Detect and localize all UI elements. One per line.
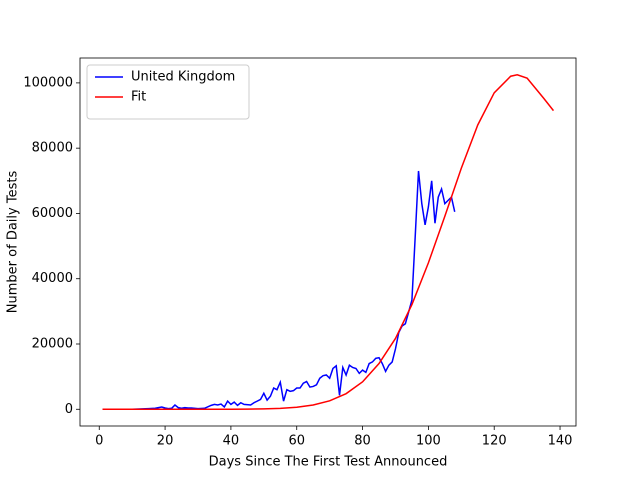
x-tick-label: 0 — [95, 434, 103, 449]
x-tick-label: 40 — [223, 434, 240, 449]
x-axis-label: Days Since The First Test Announced — [209, 455, 448, 470]
x-tick-label: 120 — [482, 434, 507, 449]
legend-label: United Kingdom — [131, 70, 235, 85]
plot-frame — [79, 57, 577, 427]
y-tick-label: 40000 — [32, 271, 73, 286]
y-tick-label: 60000 — [32, 206, 73, 221]
y-tick-label: 100000 — [23, 75, 73, 90]
y-axis-label: Number of Daily Tests — [6, 171, 21, 314]
x-tick-label: 20 — [157, 434, 174, 449]
x-tick-label: 140 — [548, 434, 573, 449]
y-tick-label: 80000 — [32, 141, 73, 156]
y-tick-label: 20000 — [32, 336, 73, 351]
series-line — [102, 170, 456, 411]
x-tick-label: 60 — [288, 434, 305, 449]
x-tick-label: 100 — [416, 434, 441, 449]
legend: United Kingdom Fit — [86, 64, 250, 120]
legend-label: Fit — [131, 90, 146, 105]
series-line — [102, 73, 555, 411]
legend-box — [86, 64, 250, 120]
x-tick-label: 80 — [354, 434, 371, 449]
y-tick-label: 0 — [65, 402, 73, 417]
